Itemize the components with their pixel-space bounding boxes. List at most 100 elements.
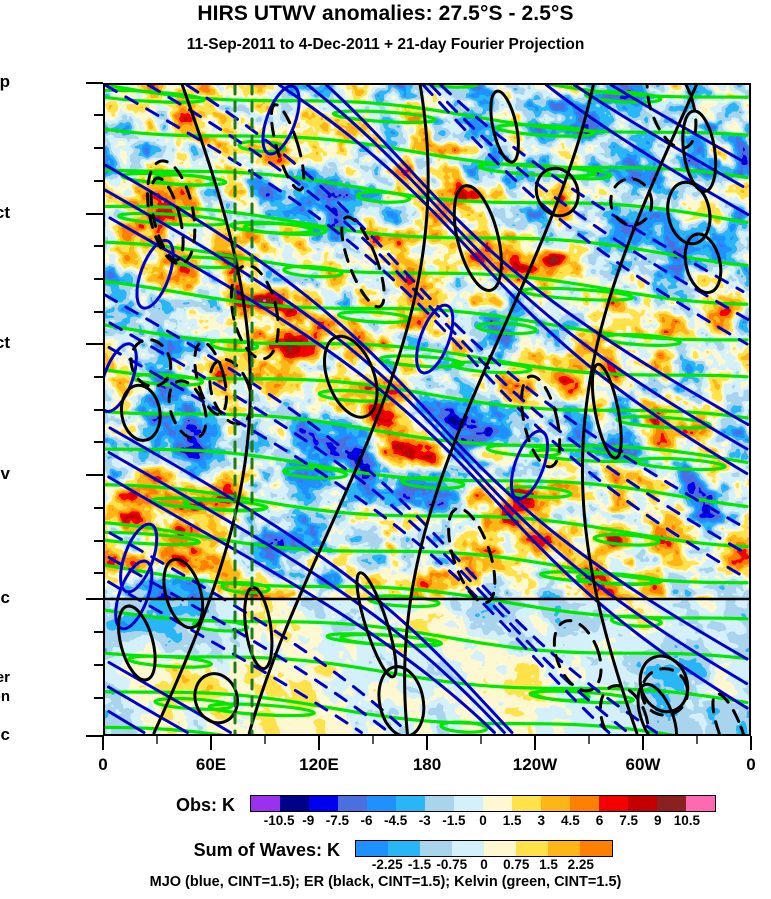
colorbar-tick-label: -7.5 — [325, 813, 350, 828]
y-tick-minor — [94, 631, 103, 633]
colorbar-swatch — [425, 796, 454, 811]
colorbar-tick-label: 10.5 — [673, 813, 701, 828]
y-tick-minor — [94, 441, 103, 443]
colorbar-swatch — [309, 796, 338, 811]
x-axis-label: 60E — [195, 755, 227, 774]
colorbar-tick-label: -0.75 — [436, 857, 468, 872]
colorbar-swatch — [483, 796, 512, 811]
y-axis-label: 23-Oct — [0, 333, 10, 352]
x-tick-major — [750, 736, 752, 750]
y-tick-major — [86, 735, 103, 737]
y-tick-major — [86, 82, 103, 84]
colorbar-tick-label: 9 — [653, 813, 662, 828]
y-tick-minor — [94, 697, 103, 699]
colorbar-swatch — [280, 796, 309, 811]
x-tick-minor — [588, 736, 590, 744]
y-tick-minor — [94, 180, 103, 182]
colorbar-swatch — [580, 841, 612, 856]
x-axis-label: 120E — [299, 755, 339, 774]
colorbar-swatch — [516, 841, 548, 856]
colorbar-tick-label: 4.5 — [560, 813, 580, 828]
colorbar-swatch — [657, 796, 686, 811]
colorbar-swatch — [484, 841, 516, 856]
y-tick-major — [86, 213, 103, 215]
fourier-note-line-2: Projection — [0, 688, 10, 705]
colorbar-swatch — [452, 841, 484, 856]
colorbar-tick-label: -4.5 — [383, 813, 408, 828]
x-tick-minor — [480, 736, 482, 744]
anomaly-field-canvas — [105, 85, 749, 734]
wave-legend-caption: MJO (blue, CINT=1.5); ER (black, CINT=1.… — [149, 874, 622, 890]
x-tick-minor — [156, 736, 158, 744]
x-axis-label: 120W — [512, 755, 558, 774]
colorbar-tick-label: 1.5 — [502, 813, 522, 828]
colorbar-swatch — [356, 841, 388, 856]
fourier-projection-note: Fourier Projection — [0, 668, 10, 706]
y-tick-minor — [94, 245, 103, 247]
y-tick-minor — [94, 376, 103, 378]
x-axis-label: 180 — [412, 755, 442, 774]
colorbar-swatch — [686, 796, 715, 811]
colorbar-tick-label: 1.5 — [539, 857, 558, 872]
colorbar-tick-label: 7.5 — [619, 813, 639, 828]
y-axis-label: 11-Sep — [0, 72, 10, 91]
colorbar-tick-label: 2.25 — [567, 857, 594, 872]
y-tick-minor — [94, 540, 103, 542]
colorbar-tick-label: 6 — [595, 813, 604, 828]
x-axis-label: 0 — [746, 755, 756, 774]
colorbar-swatch — [420, 841, 452, 856]
y-tick-minor — [94, 114, 103, 116]
colorbar-swatch — [541, 796, 570, 811]
colorbar-swatch — [570, 796, 599, 811]
colorbar-tick-label: 0 — [479, 813, 487, 828]
x-tick-major — [318, 736, 320, 750]
y-tick-major — [86, 474, 103, 476]
y-tick-minor — [94, 278, 103, 280]
y-tick-minor — [94, 409, 103, 411]
x-axis-label: 60W — [625, 755, 661, 774]
x-tick-major — [426, 736, 428, 750]
colorbar-swatch — [367, 796, 396, 811]
y-tick-minor — [94, 311, 103, 313]
colorbar-tick-label: 3 — [537, 813, 546, 828]
colorbar-swatch — [628, 796, 657, 811]
colorbar-obs-label: Obs: K — [175, 795, 235, 815]
colorbar-tick-label: -1.5 — [407, 857, 432, 872]
y-axis-label: 2-Oct — [0, 203, 10, 222]
colorbar-obs-ticks: -10.5 -9 -7.5 -6 -4.5 -3 -1.5 0 1.5 3 4.5 6 7.5 9 10.5 — [250, 813, 714, 829]
colorbar-swatch — [251, 796, 280, 811]
x-tick-major — [210, 736, 212, 750]
colorbar-waves — [355, 840, 613, 857]
colorbar-tick-label: -3 — [418, 813, 431, 828]
x-tick-minor — [696, 736, 698, 744]
y-tick-minor — [94, 664, 103, 666]
y-axis-label: 13-Nov — [0, 464, 10, 483]
hovmoller-plot-area — [103, 83, 751, 736]
colorbar-waves-label: Sum of Waves: K — [193, 840, 340, 860]
colorbar-swatch — [548, 841, 580, 856]
colorbar-swatch — [396, 796, 425, 811]
y-axis-label: 4-Dec — [0, 588, 10, 607]
colorbar-tick-label: -10.5 — [263, 813, 295, 828]
y-tick-minor — [94, 147, 103, 149]
x-tick-major — [642, 736, 644, 750]
x-tick-major — [102, 736, 104, 750]
x-tick-major — [534, 736, 536, 750]
y-tick-minor — [94, 507, 103, 509]
colorbar-waves-ticks: -2.25 -1.5 -0.75 0 0.75 1.5 2.25 — [355, 857, 611, 873]
colorbar-swatch — [338, 796, 367, 811]
page-title: HIRS UTWV anomalies: 27.5°S - 2.5°S — [197, 2, 574, 25]
page-subtitle: 11-Sep-2011 to 4-Dec-2011 + 21-day Fouri… — [186, 36, 585, 53]
y-axis-label: 25-Dec — [0, 725, 10, 744]
colorbar-swatch — [599, 796, 628, 811]
colorbar-obs — [250, 795, 716, 812]
x-tick-minor — [372, 736, 374, 744]
y-tick-major — [86, 598, 103, 600]
colorbar-swatch — [512, 796, 541, 811]
fourier-note-line-1: Fourier — [0, 669, 10, 686]
colorbar-tick-label: -9 — [302, 813, 315, 828]
y-tick-major — [86, 343, 103, 345]
colorbar-tick-label: -1.5 — [442, 813, 466, 828]
colorbar-swatch — [388, 841, 420, 856]
colorbar-swatch — [454, 796, 483, 811]
